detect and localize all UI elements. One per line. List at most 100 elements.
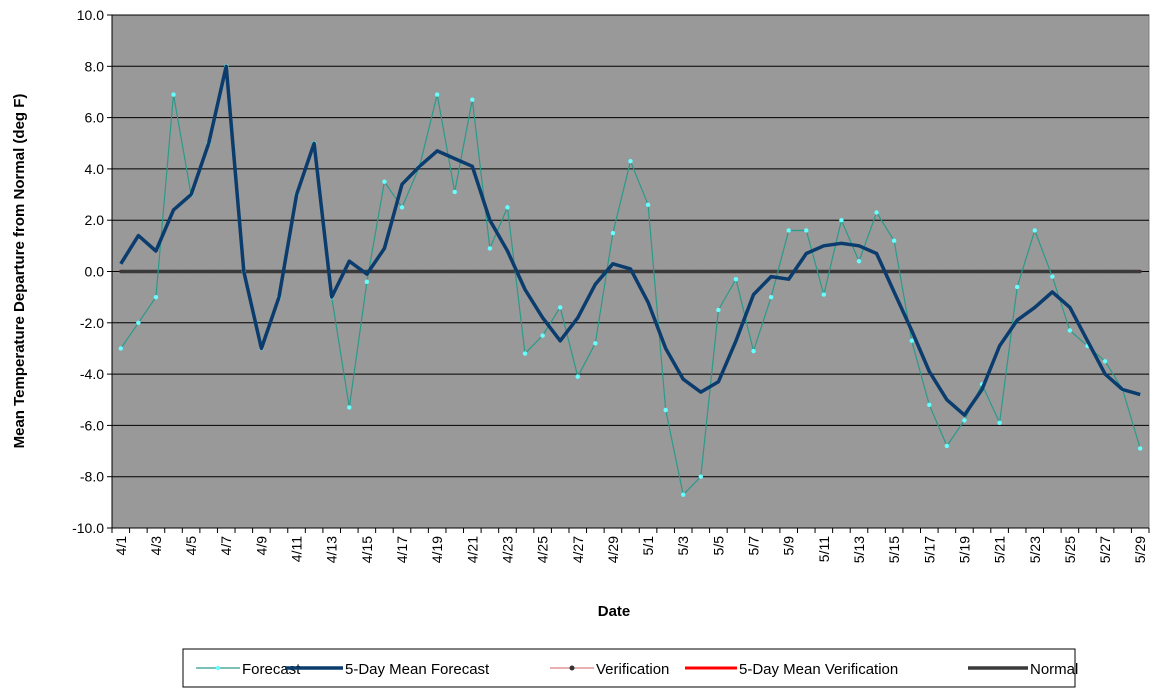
data-point-forecast [153, 294, 159, 300]
data-point-forecast [962, 418, 967, 423]
data-point-forecast [1067, 328, 1073, 333]
data-point-forecast [434, 92, 440, 97]
data-point-forecast [1014, 284, 1020, 290]
x-tick-label: 4/13 [324, 536, 340, 563]
data-point-forecast [399, 205, 405, 210]
data-point-forecast [136, 320, 141, 325]
data-point-forecast [593, 341, 598, 346]
x-tick-label: 5/3 [675, 536, 691, 556]
data-point-forecast [118, 346, 123, 351]
x-tick-label: 5/5 [710, 536, 726, 556]
data-point-forecast [751, 348, 756, 354]
data-point-forecast [856, 259, 862, 264]
x-tick-label: 4/15 [359, 536, 375, 563]
data-point-forecast [768, 294, 774, 300]
data-point-forecast [681, 492, 686, 497]
x-tick-label: 5/1 [640, 536, 656, 556]
data-point-forecast [927, 402, 932, 408]
y-tick-label: 2.0 [85, 212, 105, 228]
data-point-forecast [874, 210, 879, 215]
y-tick-label: 10.0 [77, 7, 104, 23]
x-tick-label: 4/21 [464, 536, 480, 563]
x-tick-label: 5/19 [956, 536, 972, 563]
data-point-forecast [452, 189, 457, 195]
x-tick-label: 4/19 [429, 536, 445, 563]
data-point-forecast [347, 405, 352, 410]
data-point-forecast [663, 407, 668, 413]
data-point-forecast [1102, 359, 1108, 364]
data-point-forecast [839, 218, 844, 223]
x-tick-label: 5/21 [992, 536, 1008, 563]
data-point-forecast [470, 97, 475, 102]
x-axis-title: Date [598, 603, 631, 620]
data-point-forecast [1032, 228, 1037, 233]
y-tick-label: 8.0 [85, 58, 105, 74]
data-point-forecast [610, 230, 616, 236]
legend-marker-verification [569, 665, 575, 671]
chart-legend: Forecast 5-Day Mean Forecast Verification 5… [182, 648, 1078, 688]
x-tick-label: 4/17 [394, 536, 410, 563]
x-tick-label: 4/27 [570, 536, 586, 563]
data-point-forecast [1050, 274, 1055, 279]
y-tick-label: -2.0 [80, 315, 104, 331]
legend-label-5-day-mean-verification: 5-Day Mean Verification [739, 661, 898, 678]
y-tick-label: 0.0 [85, 264, 105, 280]
x-tick-label: 4/3 [148, 536, 164, 556]
data-point-forecast [487, 246, 493, 251]
y-tick-label: -4.0 [80, 366, 104, 382]
data-point-forecast [171, 92, 176, 97]
x-tick-label: 5/17 [921, 536, 937, 563]
data-point-forecast [804, 228, 809, 233]
legend-marker-forecast [215, 665, 221, 671]
y-axis-title: Mean Temperature Departure from Normal (… [11, 94, 28, 449]
x-tick-label: 5/15 [886, 536, 902, 563]
x-tick-label: 4/23 [499, 536, 515, 563]
data-point-forecast [698, 474, 704, 479]
x-tick-label: 5/9 [781, 536, 797, 556]
legend-label-normal: Normal [1030, 661, 1078, 678]
x-tick-label: 4/11 [289, 536, 305, 562]
x-tick-label: 4/5 [183, 536, 199, 556]
data-point-forecast [382, 179, 387, 184]
data-point-forecast [909, 338, 914, 343]
data-point-forecast [645, 202, 651, 208]
x-tick-label: 5/11 [816, 536, 832, 562]
x-tick-label: 5/13 [851, 536, 867, 563]
x-tick-label: 5/27 [1097, 536, 1113, 563]
y-tick-label: 4.0 [85, 161, 105, 177]
series-line-5-day-mean-forecast [119, 64, 1141, 417]
y-tick-label: 6.0 [85, 110, 105, 126]
x-tick-label: 4/25 [535, 536, 551, 563]
x-tick-label: 4/1 [113, 536, 129, 556]
x-tick-label: 4/7 [218, 536, 234, 556]
x-tick-label: 4/29 [605, 536, 621, 563]
x-tick-label: 5/7 [746, 536, 762, 556]
legend-label-verification: Verification [596, 661, 669, 678]
data-point-forecast [557, 305, 563, 310]
x-tick-label: 5/23 [1027, 536, 1043, 563]
data-point-forecast [1138, 446, 1143, 451]
data-point-forecast [944, 443, 950, 449]
y-tick-label: -8.0 [80, 469, 104, 485]
x-tick-label: 5/25 [1062, 536, 1078, 563]
legend-label-5-day-mean-forecast: 5-Day Mean Forecast [345, 661, 490, 678]
data-point-forecast [522, 351, 528, 356]
data-point-forecast [821, 292, 827, 297]
x-tick-label: 4/9 [253, 536, 269, 556]
data-point-forecast [997, 420, 1002, 426]
data-point-forecast [733, 276, 739, 282]
data-point-forecast [364, 279, 370, 284]
y-tick-label: -10.0 [72, 520, 104, 536]
data-point-forecast [891, 238, 897, 243]
y-tick-label: -6.0 [80, 417, 104, 433]
data-point-forecast [716, 307, 721, 313]
data-point-forecast [575, 374, 580, 379]
data-point-forecast [540, 333, 545, 338]
data-point-forecast [786, 228, 791, 233]
x-tick-label: 5/29 [1132, 536, 1148, 563]
data-point-forecast [628, 159, 633, 164]
legend-label-forecast: Forecast [242, 661, 301, 678]
data-point-forecast [505, 205, 510, 210]
